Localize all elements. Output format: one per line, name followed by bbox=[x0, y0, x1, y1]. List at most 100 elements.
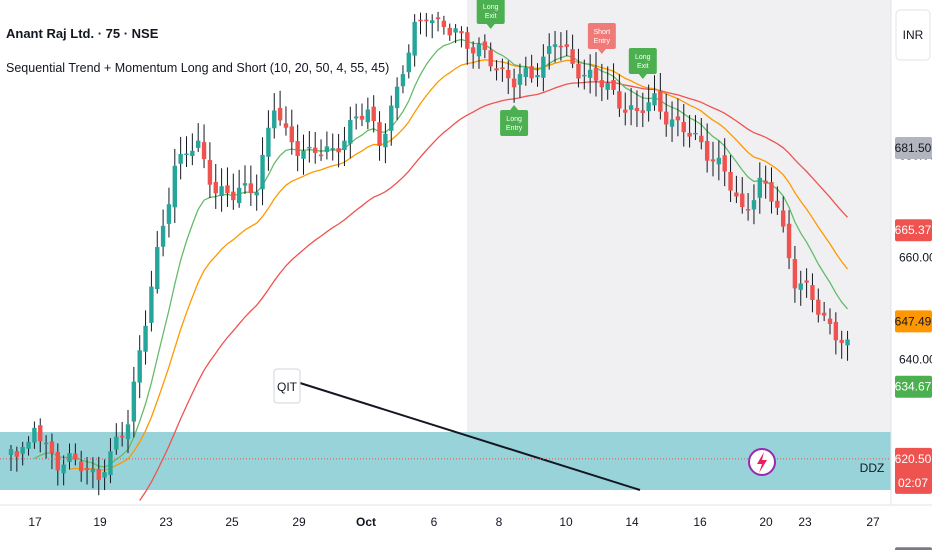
signals: Long Exit Long Entry Short Entry Long Exit bbox=[476, 0, 657, 136]
candle bbox=[149, 270, 154, 332]
candles bbox=[8, 11, 850, 496]
lightning-icon[interactable] bbox=[748, 448, 776, 476]
candle bbox=[172, 148, 177, 224]
signal-exit[interactable]: Long Exit bbox=[476, 0, 505, 29]
candle bbox=[26, 436, 31, 456]
candle bbox=[476, 37, 482, 69]
candle bbox=[623, 92, 628, 126]
candle bbox=[377, 111, 382, 161]
ema50-line bbox=[139, 81, 848, 501]
candle bbox=[295, 124, 300, 172]
candle bbox=[465, 26, 470, 65]
candle bbox=[79, 450, 84, 482]
candle bbox=[242, 165, 248, 194]
candle bbox=[751, 184, 757, 225]
candle bbox=[570, 34, 575, 69]
candle bbox=[704, 123, 710, 173]
candle bbox=[453, 24, 458, 44]
price-tag: 681.50 bbox=[895, 137, 932, 159]
candle bbox=[710, 141, 716, 177]
signal-entry[interactable]: Long Entry bbox=[500, 105, 529, 136]
x-tick-label: 23 bbox=[159, 515, 173, 529]
signal-exit[interactable]: Long Exit bbox=[628, 48, 657, 79]
candle bbox=[827, 308, 833, 335]
candle bbox=[611, 63, 616, 95]
x-axis-ticks: 17 19 23 25 29 Oct 6 8 10 14 16 20 23 27 bbox=[28, 515, 880, 529]
candle bbox=[669, 101, 675, 142]
price-tag: 665.37 bbox=[895, 219, 932, 242]
x-tick-label: 14 bbox=[625, 515, 639, 529]
candle bbox=[745, 192, 751, 221]
candle bbox=[728, 155, 733, 202]
candle bbox=[582, 59, 587, 90]
signal-text: Short bbox=[593, 29, 610, 36]
candle bbox=[470, 41, 476, 69]
indicator-legend[interactable]: Sequential Trend + Momentum Long and Sho… bbox=[6, 61, 390, 75]
candle bbox=[342, 126, 347, 167]
signal-text: Entry bbox=[594, 38, 611, 45]
signal-text: Exit bbox=[485, 13, 497, 20]
candle bbox=[383, 123, 388, 164]
candle bbox=[236, 169, 242, 208]
candle bbox=[178, 136, 183, 180]
x-tick-label: 17 bbox=[28, 515, 42, 529]
candle bbox=[681, 104, 686, 147]
candle bbox=[73, 443, 78, 466]
signal-short[interactable]: Short Entry bbox=[587, 23, 616, 54]
candle bbox=[652, 75, 657, 111]
candle bbox=[131, 366, 137, 438]
candle bbox=[687, 114, 692, 148]
candle bbox=[143, 310, 148, 365]
trendline[interactable] bbox=[299, 382, 641, 491]
candle bbox=[108, 438, 113, 484]
candle bbox=[184, 136, 189, 167]
candle bbox=[547, 33, 552, 70]
y-tick-label: 660.00 bbox=[899, 251, 932, 265]
candle bbox=[289, 109, 294, 155]
candle bbox=[231, 173, 236, 210]
countdown: 02:07 bbox=[898, 476, 928, 490]
price-tag: 601.00 bbox=[895, 547, 932, 550]
candle bbox=[14, 446, 20, 472]
candle bbox=[400, 65, 406, 94]
candle bbox=[8, 445, 14, 471]
x-tick-label: 29 bbox=[292, 515, 306, 529]
currency-button[interactable]: INR bbox=[895, 9, 931, 61]
demand-zone bbox=[0, 432, 891, 490]
candle bbox=[511, 68, 517, 103]
candle bbox=[272, 93, 277, 139]
ema10-line bbox=[34, 38, 848, 468]
candle bbox=[646, 84, 651, 122]
candle bbox=[166, 187, 172, 238]
candle bbox=[781, 196, 786, 233]
candle bbox=[792, 245, 798, 303]
chart-title: Anant Raj Ltd. · 75 · NSE bbox=[6, 26, 159, 41]
candle bbox=[324, 131, 330, 160]
x-tick-label: 6 bbox=[431, 515, 438, 529]
signal-text: Long bbox=[635, 54, 651, 61]
candle bbox=[699, 118, 704, 150]
candle bbox=[190, 133, 195, 166]
candle bbox=[541, 44, 546, 92]
candle bbox=[798, 270, 803, 306]
x-tick-label: 27 bbox=[866, 515, 880, 529]
candle bbox=[283, 106, 289, 136]
price-tag-value: 620.50 bbox=[895, 452, 932, 466]
price-tag: 620.50 02:07 bbox=[895, 447, 932, 494]
candle bbox=[517, 63, 523, 98]
candle bbox=[394, 77, 400, 120]
candle bbox=[196, 123, 201, 152]
candle bbox=[599, 63, 605, 102]
candle bbox=[447, 23, 452, 41]
candle bbox=[722, 138, 727, 187]
qit-label[interactable]: QIT bbox=[273, 368, 301, 404]
candle bbox=[839, 330, 844, 359]
candle bbox=[658, 73, 663, 120]
candle bbox=[313, 132, 318, 164]
candle bbox=[523, 56, 528, 86]
candle bbox=[459, 26, 464, 48]
candle bbox=[833, 312, 839, 355]
candle bbox=[576, 48, 581, 88]
candle bbox=[412, 14, 417, 67]
